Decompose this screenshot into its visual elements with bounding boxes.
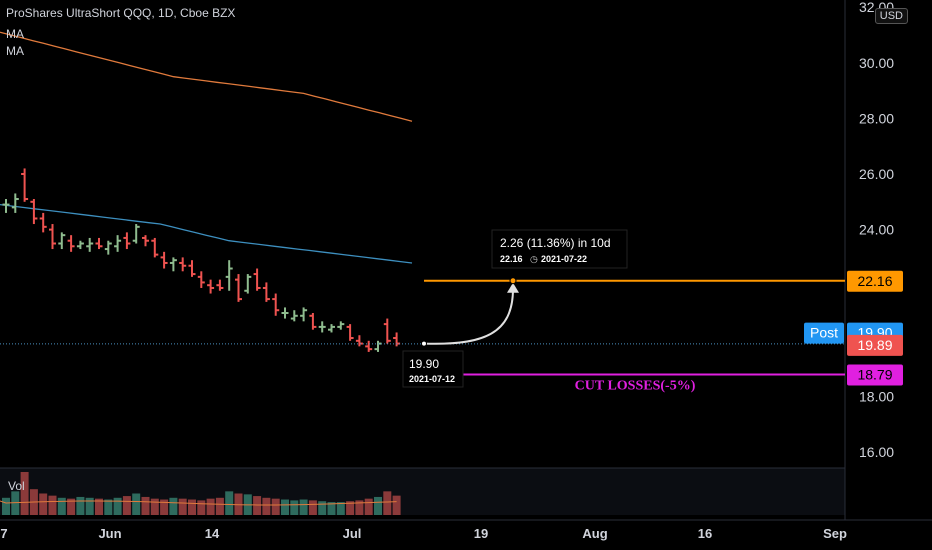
volume-bar [290, 500, 299, 515]
y-tick-label: 26.00 [859, 166, 894, 182]
clock-icon: ◷ [530, 254, 538, 264]
volume-bar [383, 491, 392, 515]
volume-bar [355, 500, 364, 515]
x-tick-label: 19 [474, 526, 488, 541]
x-tick-label: Aug [582, 526, 607, 541]
volume-bar [392, 495, 401, 515]
y-tick-label: 28.00 [859, 110, 894, 126]
y-tick-label: 16.00 [859, 444, 894, 460]
volume-ma-line [0, 500, 397, 506]
volume-pane-background [0, 468, 845, 515]
volume-bar [215, 497, 224, 515]
x-tick-label: Sep [823, 526, 847, 541]
x-tick-label: 16 [698, 526, 712, 541]
volume-bar [346, 501, 355, 515]
x-tick-label: Jun [98, 526, 121, 541]
price-badge-target [847, 270, 903, 292]
volume-bar [178, 498, 187, 515]
volume-bar [95, 498, 103, 515]
y-tick-label: 24.00 [859, 222, 894, 238]
volume-bar [197, 500, 206, 515]
volume-bar [76, 496, 85, 515]
x-tick-label: Jul [343, 526, 362, 541]
volume-bar [253, 496, 262, 515]
price-badge-last [847, 334, 903, 356]
volume-bar [206, 498, 215, 515]
volume-bar [67, 498, 76, 515]
price-badge-text: 19.89 [857, 337, 892, 353]
volume-bar [262, 497, 271, 515]
projection-arrowhead [507, 282, 519, 293]
price-badge-stop [847, 364, 903, 386]
volume-bar [122, 496, 131, 515]
y-tick-label: 18.00 [859, 388, 894, 404]
price-badge-text: 22.16 [857, 273, 892, 289]
ma-label-short: MA [6, 44, 24, 58]
volume-bar [336, 502, 345, 515]
x-tick-label: 7 [0, 526, 7, 541]
volume-bar [327, 502, 336, 515]
post-label: Post [810, 325, 838, 341]
volume-bar [225, 491, 234, 515]
volume-bar [48, 495, 57, 515]
volume-bar [113, 497, 122, 515]
stop-line-label: CUT LOSSES(-5%) [575, 378, 696, 393]
volume-bar [150, 498, 159, 515]
ma-line-short [0, 203, 413, 264]
volume-bar [318, 501, 327, 515]
entry-date: 2021-07-12 [409, 374, 455, 384]
volume-bar [188, 499, 196, 515]
volume-bar [374, 496, 382, 515]
projection-curve [423, 288, 514, 345]
volume-bar [11, 491, 20, 515]
target-point [509, 277, 517, 285]
volume-bar [39, 493, 48, 515]
volume-bar [20, 472, 29, 515]
y-tick-label: 30.00 [859, 55, 894, 71]
price-badge-text: 18.79 [857, 366, 892, 382]
volume-bar [85, 497, 94, 515]
post-label-badge [804, 322, 844, 344]
projection-change: 2.26 (11.36%) in 10d [500, 236, 611, 250]
volume-bar [169, 497, 178, 515]
volume-bar [104, 499, 113, 515]
projection-date: 2021-07-22 [541, 254, 587, 264]
chart-title: ProShares UltraShort QQQ, 1D, Cboe BZX [6, 6, 236, 20]
volume-bar [160, 499, 169, 515]
volume-bar [364, 498, 373, 515]
volume-bar [299, 499, 308, 515]
volume-bar [141, 496, 150, 515]
ma-label-long: MA [6, 27, 24, 41]
projection-price: 22.16 [500, 254, 523, 264]
volume-bar [281, 499, 289, 515]
volume-bar [271, 498, 280, 515]
volume-label: Vol [8, 479, 25, 493]
projection-box [491, 229, 628, 269]
x-tick-label: 14 [205, 526, 220, 541]
volume-bar [2, 497, 10, 515]
entry-price: 19.90 [409, 357, 439, 371]
volume-bar [308, 500, 317, 515]
entry-box [402, 350, 464, 388]
volume-bar [57, 497, 66, 515]
currency-button[interactable]: USD [874, 8, 908, 24]
ma-line-long [0, 31, 413, 122]
entry-point [421, 340, 427, 347]
volume-bar [132, 493, 141, 515]
